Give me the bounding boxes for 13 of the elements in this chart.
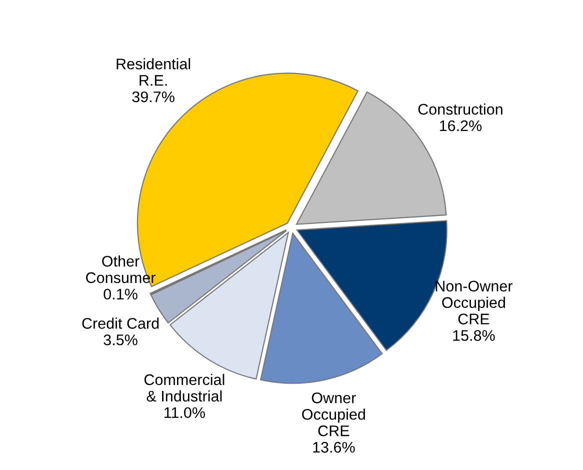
data-label: 39.7% [132,91,174,102]
slice-label: Residential R.E. [116,58,190,86]
slice-label: Construction [418,103,502,115]
data-label: 0.1% [104,288,138,300]
slice-label: Owner Occupied CRE [302,392,365,436]
data-label: 13.6% [313,442,355,453]
data-label: 16.2% [440,120,482,132]
slice-label: Credit Card [82,318,159,329]
data-label: 3.5% [104,334,138,346]
slice-label: Commercial & Industrial [144,374,224,402]
data-label: 15.8% [453,330,495,341]
data-label: 11.0% [164,407,205,418]
slice-label: Non-Owner Occupied CRE [436,280,512,324]
